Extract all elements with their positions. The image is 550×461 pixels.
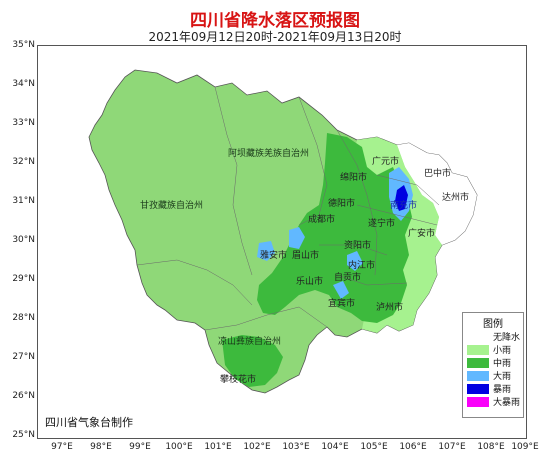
city-label-yibin: 宜宾市 (328, 299, 356, 309)
lat-label-27n: 27°N (12, 352, 35, 362)
prefecture-boundaries (136, 86, 440, 331)
lon-label-108e: 108°E (477, 442, 505, 452)
heavy-rain-south (333, 281, 349, 299)
city-label-leshan: 乐山市 (296, 277, 324, 287)
legend-item-light-rain: 小雨 (463, 343, 523, 356)
heavy-rain-central (289, 227, 305, 249)
legend-label: 大暴雨 (493, 398, 521, 408)
legend-label: 大雨 (493, 372, 512, 382)
precipitation-map (88, 69, 478, 394)
city-label-mianyang: 绵阳市 (340, 173, 368, 183)
city-label-ziyang: 资阳市 (344, 241, 372, 251)
legend-label: 中雨 (493, 359, 512, 369)
legend-label: 无降水 (493, 333, 521, 343)
lon-label-100e: 100°E (165, 442, 193, 452)
region-label-liangshan: 凉山彝族自治州 (218, 337, 282, 347)
city-label-guangan: 广安市 (408, 229, 436, 239)
legend-item-no-rain: 无降水 (463, 330, 523, 343)
lat-label-34n: 34°N (12, 79, 35, 89)
lon-label-97e: 97°E (51, 442, 73, 452)
city-label-dazhou: 达州市 (442, 193, 470, 203)
lat-label-25n: 25°N (12, 430, 35, 440)
city-label-luzhou: 泸州市 (376, 303, 404, 313)
no-rain-area-northeast (397, 143, 477, 245)
lat-label-28n: 28°N (12, 313, 35, 323)
moderate-rain-south (222, 335, 283, 387)
lon-label-99e: 99°E (129, 442, 151, 452)
lat-label-31n: 31°N (12, 196, 35, 206)
city-label-meishan: 眉山市 (292, 251, 320, 261)
lat-label-33n: 33°N (12, 118, 35, 128)
city-label-chengdu: 成都市 (308, 215, 336, 225)
city-label-zigong: 自贡市 (334, 273, 362, 283)
legend-swatch (467, 371, 489, 381)
city-label-neijiang: 内江市 (348, 261, 376, 271)
map-title: 四川省降水落区预报图 (190, 11, 360, 31)
legend-item-moderate-rain: 中雨 (463, 356, 523, 369)
legend-swatch (467, 384, 489, 394)
lat-label-32n: 32°N (12, 157, 35, 167)
legend: 图例 无降水 小雨 中雨 大雨 暴雨 大暴雨 (462, 312, 524, 418)
legend-item-heavy-rainstorm: 大暴雨 (463, 395, 523, 408)
city-label-deyang: 德阳市 (328, 199, 356, 209)
legend-label: 暴雨 (493, 385, 512, 395)
region-label-ganzi: 甘孜藏族自治州 (140, 201, 204, 211)
lon-label-105e: 105°E (360, 442, 388, 452)
city-label-suining: 遂宁市 (368, 219, 396, 229)
legend-title: 图例 (483, 319, 503, 330)
city-label-nanchong: 南充市 (390, 201, 418, 211)
heavy-rain-ziyang (347, 251, 363, 271)
region-label-aba: 阿坝藏族羌族自治州 (228, 149, 310, 159)
lon-label-101e: 101°E (204, 442, 232, 452)
city-label-yaan: 雅安市 (260, 251, 288, 261)
maker-label: 四川省气象台制作 (45, 416, 133, 429)
lat-label-26n: 26°N (12, 391, 35, 401)
forecast-period: 2021年09月12日20时-2021年09月13日20时 (148, 30, 402, 44)
legend-swatch (467, 397, 489, 407)
lat-label-30n: 30°N (12, 235, 35, 245)
legend-label: 小雨 (493, 346, 512, 356)
legend-item-rainstorm: 暴雨 (463, 382, 523, 395)
city-label-panzhihua: 攀枝花市 (220, 375, 257, 385)
legend-swatch (467, 345, 489, 355)
legend-item-heavy-rain: 大雨 (463, 369, 523, 382)
lon-label-102e: 102°E (243, 442, 271, 452)
lon-label-104e: 104°E (321, 442, 349, 452)
heavy-rain-west (257, 241, 275, 261)
lon-label-103e: 103°E (282, 442, 310, 452)
legend-swatch (467, 332, 489, 342)
legend-swatch (467, 358, 489, 368)
city-label-bazhong: 巴中市 (424, 169, 452, 179)
moderate-rain-band (257, 133, 412, 323)
lon-label-98e: 98°E (90, 442, 112, 452)
lat-label-29n: 29°N (12, 274, 35, 284)
lat-label-35n: 35°N (12, 40, 35, 50)
lon-label-109e: 109°E (511, 442, 539, 452)
city-label-guangyuan: 广元市 (372, 157, 400, 167)
rainstorm-core (395, 185, 408, 211)
lon-label-106e: 106°E (399, 442, 427, 452)
lon-label-107e: 107°E (438, 442, 466, 452)
